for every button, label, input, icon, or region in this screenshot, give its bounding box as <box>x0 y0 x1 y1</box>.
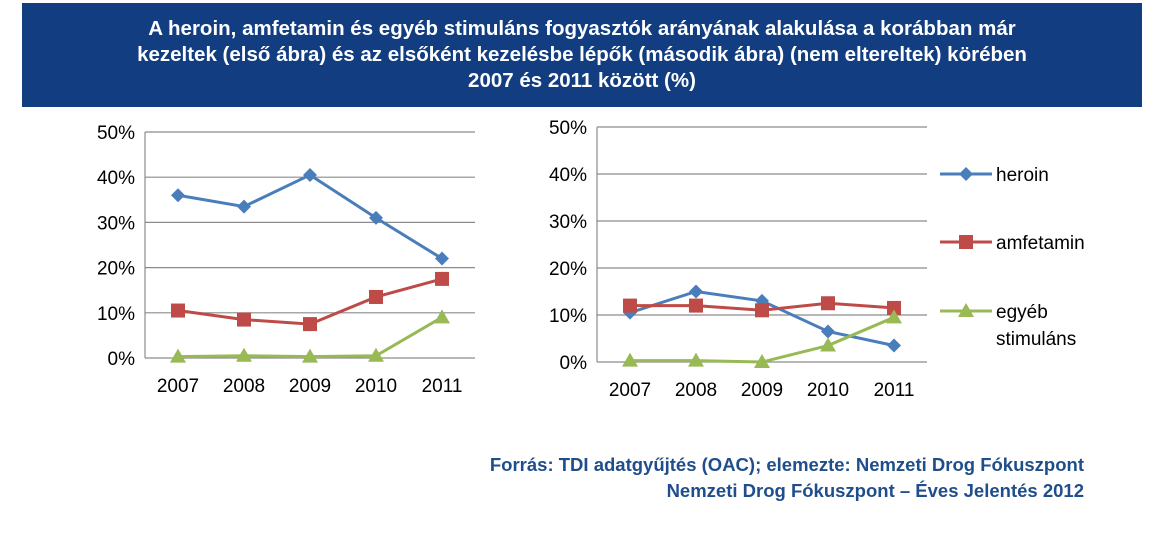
data-point-heroin <box>689 284 703 299</box>
y-tick-label: 10% <box>549 306 587 327</box>
y-tick-label: 50% <box>97 123 135 144</box>
data-point-amfetamin <box>821 296 835 311</box>
data-point-egy-b-stimul-ns <box>302 348 318 363</box>
data-point-heroin <box>435 251 449 266</box>
data-point-amfetamin <box>237 312 251 327</box>
y-tick-label: 30% <box>97 213 135 234</box>
data-point-amfetamin <box>689 298 703 313</box>
data-point-egy-b-stimul-ns <box>754 354 770 368</box>
data-point-amfetamin <box>435 271 449 286</box>
x-tick-label: 2008 <box>675 380 717 401</box>
x-tick-label: 2007 <box>609 380 651 401</box>
title-line-1: A heroin, amfetamin és egyéb stimuláns f… <box>148 17 1016 40</box>
y-tick-label: 20% <box>549 259 587 280</box>
legend-marker-egyeb <box>958 303 974 317</box>
data-point-amfetamin <box>303 317 317 332</box>
x-tick-label: 2010 <box>807 380 849 401</box>
legend-item-amfetamin: amfetamin <box>940 233 1085 254</box>
y-tick-label: 30% <box>549 212 587 233</box>
y-tick-label: 40% <box>97 168 135 189</box>
data-point-egy-b-stimul-ns <box>434 309 450 324</box>
y-tick-label: 40% <box>549 165 587 186</box>
legend-marker-amfetamin <box>959 235 973 249</box>
data-point-amfetamin <box>755 303 769 318</box>
y-tick-label: 0% <box>560 353 588 374</box>
legend-item-egyeb-stimulans: egyéb stimuláns <box>940 302 1076 350</box>
y-tick-label: 20% <box>97 259 135 280</box>
data-point-amfetamin <box>171 303 185 318</box>
x-tick-label: 2008 <box>223 376 265 397</box>
data-point-heroin <box>821 324 835 339</box>
title-line-2: kezeltek (első ábra) és az elsőként keze… <box>137 43 1027 66</box>
x-tick-label: 2011 <box>422 376 463 397</box>
data-point-egy-b-stimul-ns <box>886 309 902 324</box>
source-line-2: Nemzeti Drog Fókuszpont – Éves Jelentés … <box>666 480 1084 501</box>
x-tick-label: 2011 <box>874 380 915 401</box>
data-point-heroin <box>887 338 901 353</box>
source-line-1: Forrás: TDI adatgyűjtés (OAC); elemezte:… <box>489 454 1084 475</box>
source-note: Forrás: TDI adatgyűjtés (OAC); elemezte:… <box>490 452 1084 504</box>
data-point-heroin <box>237 199 251 214</box>
y-tick-label: 10% <box>97 304 135 325</box>
data-point-heroin <box>369 210 383 225</box>
data-point-heroin <box>171 188 185 203</box>
legend-label-egyeb-line1: egyéb <box>996 302 1048 323</box>
data-point-amfetamin <box>369 289 383 304</box>
x-tick-label: 2009 <box>289 376 331 397</box>
legend-label-heroin: heroin <box>996 165 1049 186</box>
data-point-amfetamin <box>887 300 901 315</box>
x-tick-label: 2010 <box>355 376 397 397</box>
data-point-egy-b-stimul-ns <box>622 352 638 367</box>
y-tick-label: 50% <box>549 118 587 139</box>
data-point-amfetamin <box>623 298 637 313</box>
title-line-3: 2007 és 2011 között (%) <box>468 69 696 92</box>
x-tick-label: 2009 <box>741 380 783 401</box>
legend-label-amfetamin: amfetamin <box>996 233 1085 254</box>
y-tick-label: 0% <box>108 349 136 370</box>
legend-label-egyeb-line2: stimuláns <box>996 329 1076 350</box>
x-tick-label: 2007 <box>157 376 199 397</box>
title-banner: A heroin, amfetamin és egyéb stimuláns f… <box>22 3 1142 107</box>
data-point-egy-b-stimul-ns <box>236 347 252 362</box>
data-point-egy-b-stimul-ns <box>170 348 186 363</box>
data-point-egy-b-stimul-ns <box>820 337 836 352</box>
data-point-heroin <box>303 167 317 182</box>
data-point-egy-b-stimul-ns <box>368 347 384 362</box>
legend-marker-heroin <box>959 167 973 181</box>
data-point-egy-b-stimul-ns <box>688 352 704 367</box>
legend-item-heroin: heroin <box>940 165 1049 186</box>
